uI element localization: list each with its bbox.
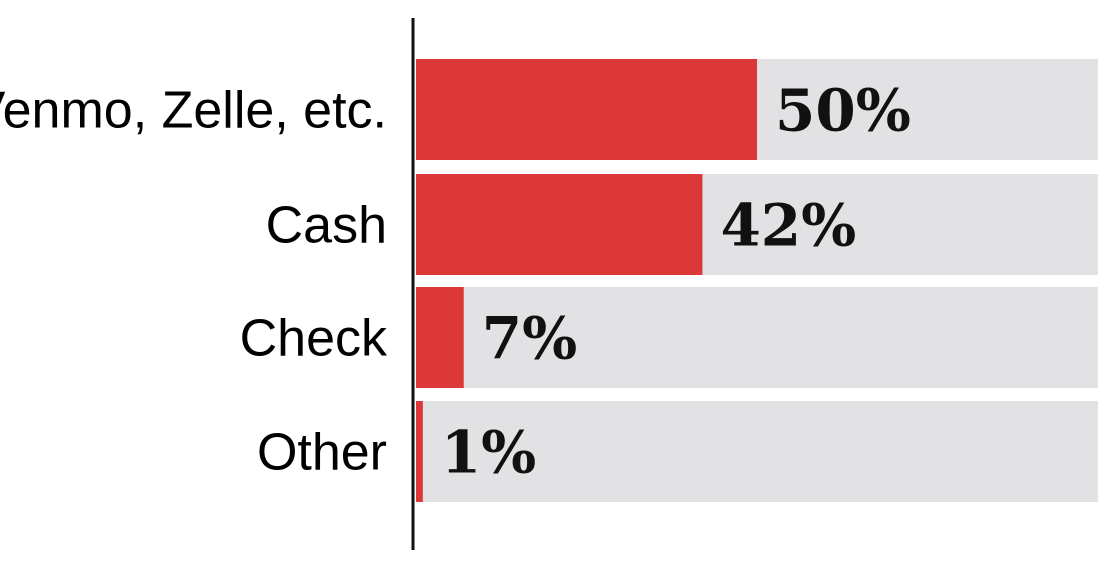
bar — [416, 287, 464, 388]
value-label: 1% — [441, 419, 536, 487]
bar — [416, 174, 703, 275]
value-label: 7% — [482, 305, 577, 373]
category-label: Cash — [266, 197, 387, 255]
bar-track — [416, 287, 1098, 388]
value-label: 42% — [720, 192, 856, 260]
category-label: Check — [240, 310, 388, 368]
value-label: 50% — [775, 77, 911, 145]
category-label: Other — [257, 424, 387, 482]
category-label: Venmo, Zelle, etc. — [0, 82, 387, 140]
bar-track — [416, 401, 1098, 502]
bar — [416, 59, 757, 160]
bar — [416, 401, 423, 502]
